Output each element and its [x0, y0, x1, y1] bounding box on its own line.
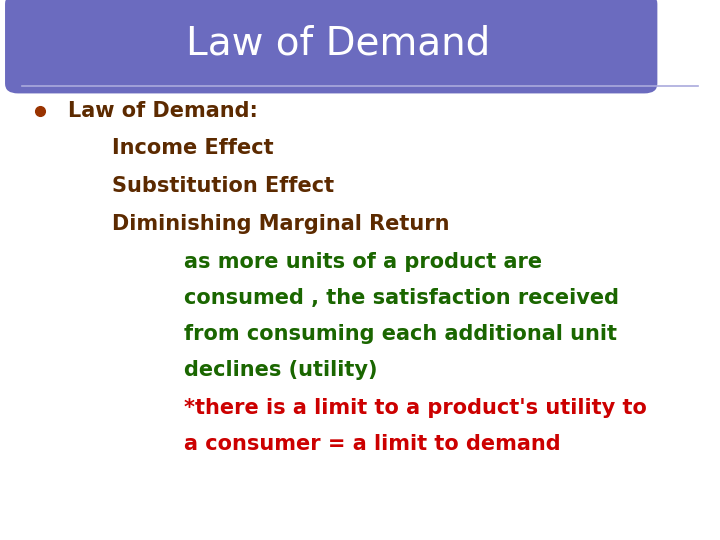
FancyBboxPatch shape: [5, 0, 657, 93]
Text: as more units of a product are: as more units of a product are: [184, 252, 541, 272]
Text: Income Effect: Income Effect: [112, 138, 273, 159]
Text: Diminishing Marginal Return: Diminishing Marginal Return: [112, 214, 449, 234]
Text: Law of Demand: Law of Demand: [186, 25, 490, 63]
Text: declines (utility): declines (utility): [184, 360, 377, 381]
Text: a consumer = a limit to demand: a consumer = a limit to demand: [184, 434, 560, 454]
Text: *there is a limit to a product's utility to: *there is a limit to a product's utility…: [184, 397, 647, 418]
Text: consumed , the satisfaction received: consumed , the satisfaction received: [184, 288, 618, 308]
Text: Law of Demand:: Law of Demand:: [68, 100, 258, 121]
FancyBboxPatch shape: [18, 4, 90, 84]
Text: from consuming each additional unit: from consuming each additional unit: [184, 324, 616, 345]
Text: Substitution Effect: Substitution Effect: [112, 176, 334, 197]
